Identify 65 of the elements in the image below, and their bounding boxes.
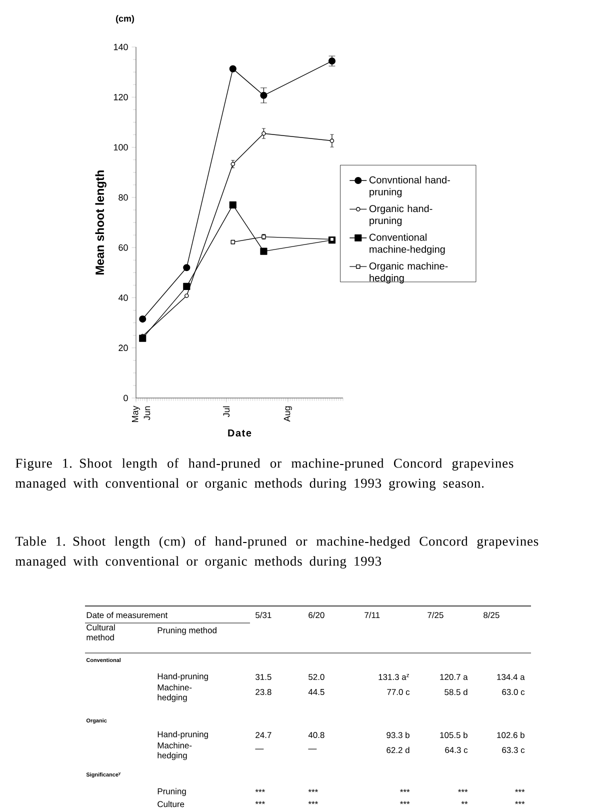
y-tick-label: 80	[118, 194, 128, 201]
text: 31.5	[256, 674, 272, 680]
text: ***	[515, 789, 525, 792]
text: ***	[458, 789, 468, 792]
legend-label: Convntional hand-pruning	[369, 176, 450, 198]
text: ***	[308, 789, 318, 792]
text: ***	[515, 801, 525, 804]
text: 52.0	[308, 674, 324, 680]
text: Hand-pruning	[158, 673, 208, 681]
legend-label: Organic hand-pruning	[369, 204, 432, 226]
text: Hand-pruning	[158, 731, 208, 739]
x-tick-label: Aug	[284, 406, 292, 422]
y-axis-title: Mean shoot length	[95, 170, 106, 275]
text: 7/25	[428, 612, 444, 618]
caption: Figure 1. Shoot length of hand-pruned or machine-pruned Concord grapevines managed with conventional or organic methods during 1993 growing season.	[15, 458, 514, 491]
text: 58.5 d	[444, 688, 468, 696]
text: 5/31	[256, 612, 272, 618]
y-tick-label: 40	[118, 294, 128, 301]
text: ***	[400, 801, 410, 804]
text: Machine-hedging	[158, 684, 192, 702]
text: 23.8	[256, 689, 272, 695]
text: —	[255, 748, 264, 750]
y-tick-label: 120	[114, 94, 128, 100]
y-tick-label: 0	[124, 394, 128, 402]
text: Pruning	[158, 788, 186, 796]
legend-label: Conventional machine-hedging	[369, 234, 445, 255]
text: —	[308, 748, 317, 750]
text: 24.7	[256, 732, 272, 738]
x-tick-label: Jul	[222, 406, 230, 418]
caption: Table 1. Shoot length (cm) of hand-pruned or machine-hedged Concord grapevines managed with conventional or organic methods during 1993	[15, 536, 538, 569]
text: Cultural method	[86, 624, 115, 640]
text: Pruning method	[158, 627, 216, 635]
x-axis-title: Date	[228, 430, 252, 437]
text: ***	[400, 789, 410, 792]
text: ***	[255, 801, 265, 804]
text: 7/11	[364, 612, 380, 618]
text: ***	[308, 801, 318, 804]
text: Culture	[158, 800, 184, 808]
y-tick-label: 100	[114, 144, 128, 150]
text: (cm)	[116, 15, 134, 24]
text: 64.3 c	[445, 747, 468, 754]
text: 44.5	[308, 689, 324, 695]
x-tick-label: Jun	[144, 406, 150, 420]
text: 102.6 b	[497, 732, 524, 738]
x-tick-label: May	[132, 406, 140, 422]
text: Date of measurement	[86, 612, 168, 618]
y-tick-label: 60	[118, 244, 128, 251]
y-tick-label: 140	[114, 44, 128, 50]
text: **	[461, 801, 468, 804]
text: 40.8	[308, 732, 324, 738]
text: 63.0 c	[502, 689, 525, 695]
text: 134.4 a	[497, 674, 525, 680]
y-tick-label: 20	[118, 344, 128, 352]
text: 120.7 a	[440, 674, 468, 680]
text: 8/25	[484, 612, 500, 618]
text: 77.0 c	[387, 689, 410, 695]
text: Machine-hedging	[158, 742, 192, 760]
text: 93.3 b	[386, 732, 410, 738]
text: 63.3 c	[502, 747, 525, 754]
text: 6/20	[308, 612, 324, 618]
text: 131.3 a$^{z}$	[378, 674, 410, 680]
legend-label: Organic machine-hedging	[369, 262, 448, 284]
text: ***	[255, 789, 265, 792]
text: 105.5 b	[440, 732, 468, 738]
text: 62.2 d	[386, 746, 410, 754]
